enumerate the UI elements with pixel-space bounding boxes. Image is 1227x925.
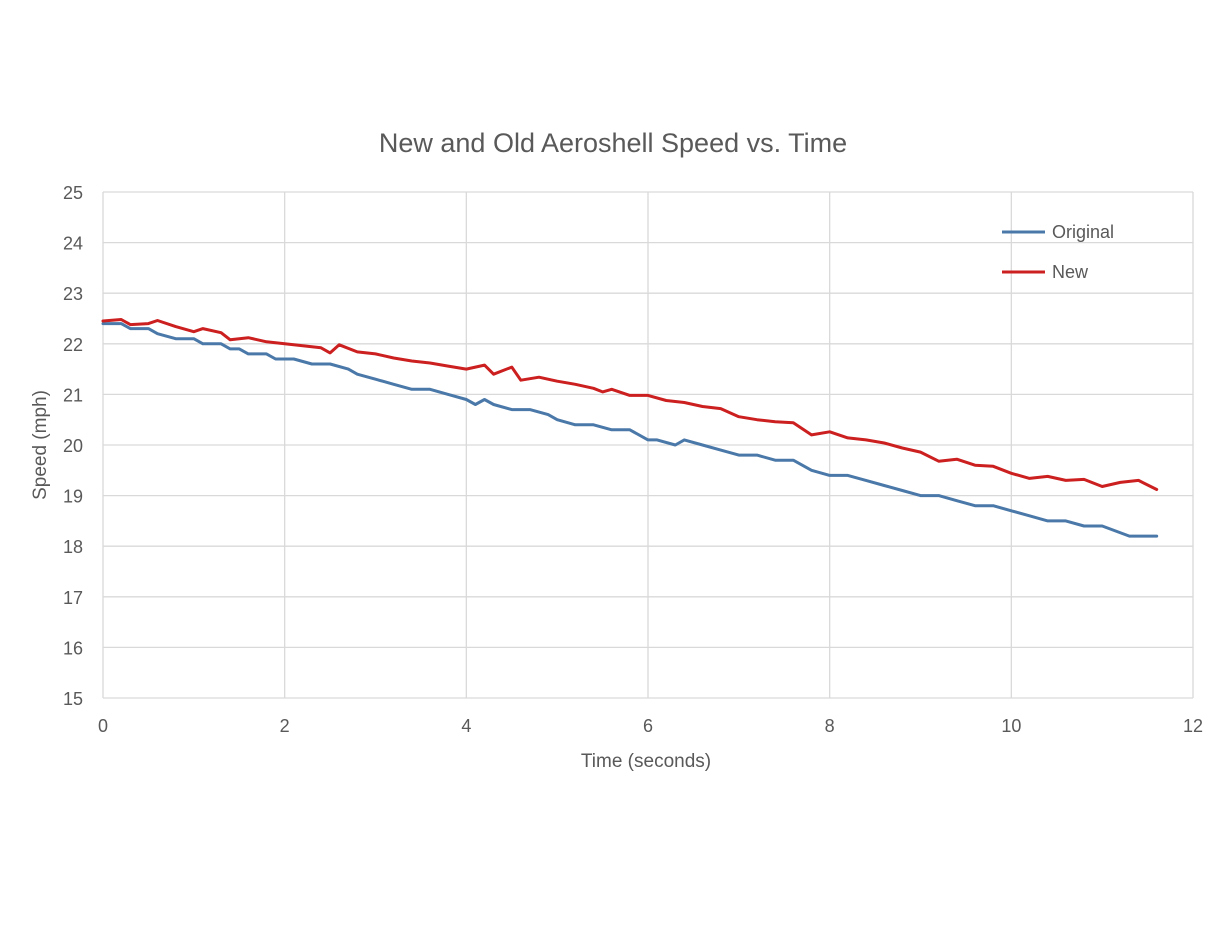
y-tick-label: 16: [63, 638, 83, 658]
x-tick-label: 12: [1183, 716, 1203, 736]
x-tick-label: 0: [98, 716, 108, 736]
y-tick-label: 20: [63, 436, 83, 456]
x-axis-label: Time (seconds): [581, 751, 711, 772]
y-tick-label: 15: [63, 689, 83, 709]
legend-label-new: New: [1052, 262, 1089, 282]
x-tick-label: 6: [643, 716, 653, 736]
y-tick-label: 19: [63, 487, 83, 507]
legend-label-original: Original: [1052, 222, 1114, 242]
chart-title: New and Old Aeroshell Speed vs. Time: [379, 128, 847, 158]
y-tick-label: 18: [63, 537, 83, 557]
x-tick-label: 4: [461, 716, 471, 736]
y-tick-label: 22: [63, 335, 83, 355]
series-line-original: [101, 322, 1159, 538]
x-tick-label: 8: [825, 716, 835, 736]
legend: Original New: [1002, 222, 1114, 282]
y-tick-label: 21: [63, 385, 83, 405]
series-line-new: [101, 318, 1159, 491]
y-axis-label: Speed (mph): [30, 390, 51, 500]
y-tick-label: 25: [63, 183, 83, 203]
grid: [102, 191, 1194, 699]
x-tick-label: 10: [1001, 716, 1021, 736]
series-layer: [101, 318, 1159, 538]
y-tick-label: 24: [63, 234, 83, 254]
x-tick-label: 2: [280, 716, 290, 736]
y-tick-label: 23: [63, 284, 83, 304]
y-tick-label: 17: [63, 588, 83, 608]
